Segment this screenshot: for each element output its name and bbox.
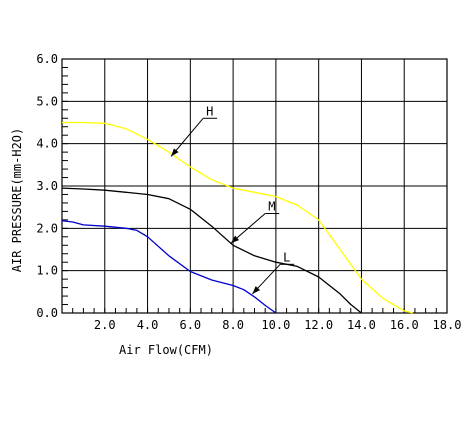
curve-label-leader — [170, 117, 204, 157]
y-tick-label: 0.0 — [36, 306, 58, 320]
x-tick-label: 4.0 — [137, 318, 159, 332]
series-line-m — [61, 187, 362, 314]
arrowhead — [171, 148, 179, 157]
series-line-h — [62, 121, 413, 314]
minor-ticks — [61, 58, 448, 314]
x-axis-title: Air Flow(CFM) — [119, 343, 213, 357]
y-tick-label: 6.0 — [36, 52, 58, 66]
curve-label-text: L — [283, 250, 290, 264]
y-tick-label: 3.0 — [36, 179, 58, 193]
x-tick-label: 6.0 — [179, 318, 201, 332]
x-tick-label: 12.0 — [304, 318, 333, 332]
curve-label-l: L — [251, 250, 295, 295]
curve-label-h: H — [170, 104, 218, 157]
y-axis-title: AIR PRESSURE(mm-H2O) — [10, 128, 24, 273]
series-lines — [61, 121, 413, 314]
tick-labels: 2.0 4.0 6.0 8.0 10.0 12.0 14.0 16.0 18.0 0.0 1.0 2.… — [36, 52, 461, 332]
y-tick-label: 2.0 — [36, 221, 58, 235]
y-tick-label: 4.0 — [36, 137, 58, 151]
x-tick-label: 16.0 — [390, 318, 419, 332]
arrowhead — [252, 286, 261, 294]
grid — [61, 58, 448, 314]
arrowhead — [230, 235, 239, 244]
x-tick-label: 14.0 — [347, 318, 376, 332]
x-tick-label: 2.0 — [94, 318, 116, 332]
y-tick-label: 1.0 — [36, 264, 58, 278]
x-tick-label: 8.0 — [222, 318, 244, 332]
curve-label-m: M — [230, 200, 280, 244]
x-tick-label: 18.0 — [433, 318, 462, 332]
curve-label-text: H — [206, 104, 213, 118]
series-line-l — [61, 220, 277, 314]
x-tick-label: 10.0 — [261, 318, 290, 332]
curve-label-text: M — [268, 200, 275, 214]
curve-annotations: H M L — [170, 104, 295, 295]
y-tick-label: 5.0 — [36, 94, 58, 108]
